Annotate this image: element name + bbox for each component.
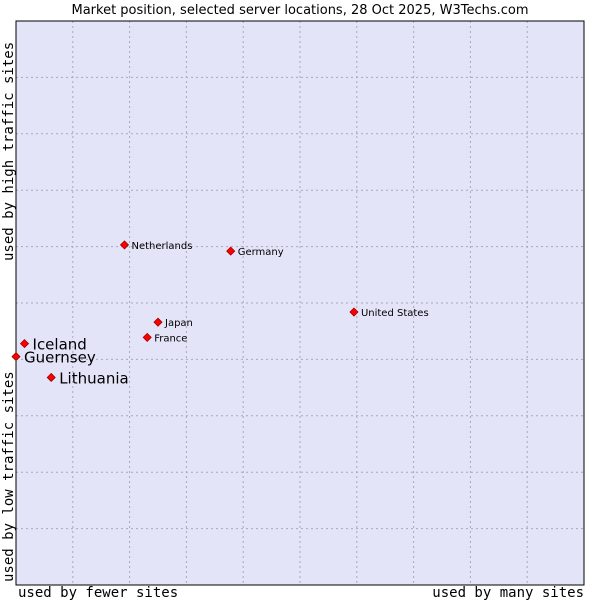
point-japan: Japan — [153, 317, 193, 329]
point-guernsey: Guernsey — [11, 349, 96, 367]
point-label-iceland: Iceland — [33, 336, 87, 354]
point-marker-germany — [226, 246, 236, 256]
data-points: Netherlands Germany United States Japan Fran… — [11, 240, 429, 387]
point-marker-netherlands — [119, 240, 130, 250]
point-label-france: France — [154, 333, 187, 344]
point-label-lithuania: Lithuania — [59, 369, 128, 387]
grid-lines — [16, 21, 584, 585]
plot-border — [15, 20, 585, 586]
point-marker-iceland — [19, 339, 30, 349]
point-marker-lithuania — [46, 372, 56, 383]
y-axis-label-bottom: used by low traffic sites — [1, 371, 17, 582]
point-france: France — [142, 332, 187, 344]
x-axis-label-right: used by many sites — [432, 585, 584, 600]
point-marker-france — [142, 332, 152, 342]
point-germany: Germany — [226, 246, 284, 258]
point-label-united-states: United States — [361, 308, 429, 319]
point-marker-japan — [153, 317, 163, 327]
point-iceland: Iceland — [19, 336, 87, 354]
point-netherlands: Netherlands — [119, 240, 192, 252]
chart-title: Market position, selected server locatio… — [71, 3, 528, 18]
point-lithuania: Lithuania — [46, 369, 129, 387]
y-axis-label-top: used by high traffic sites — [1, 42, 17, 261]
point-label-guernsey: Guernsey — [24, 349, 96, 367]
x-axis-label-left: used by fewer sites — [18, 585, 178, 600]
point-label-netherlands: Netherlands — [131, 241, 192, 252]
point-label-germany: Germany — [238, 247, 284, 258]
point-label-japan: Japan — [164, 318, 193, 329]
point-marker-united-states — [349, 307, 359, 317]
point-united-states: United States — [349, 307, 429, 319]
point-marker-guernsey — [11, 352, 21, 362]
